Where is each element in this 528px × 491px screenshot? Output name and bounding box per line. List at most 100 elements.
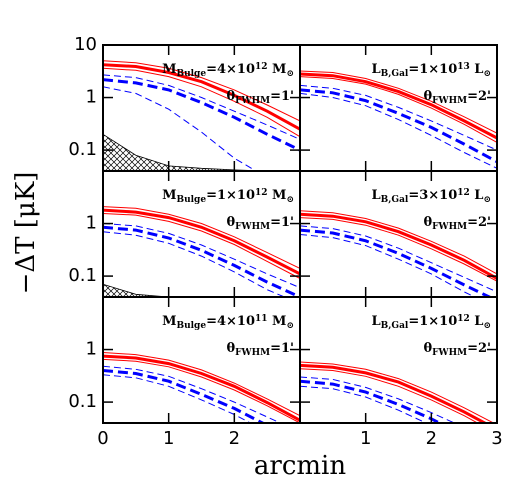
curve	[300, 234, 476, 297]
annotation-part: L	[372, 188, 381, 203]
annotation: LB,Gal=1×1012 L⊙	[372, 314, 492, 331]
annotation-part: =1'	[270, 89, 294, 104]
annotation-part: FWHM	[432, 348, 467, 358]
plot-area	[300, 361, 495, 423]
curve	[103, 223, 300, 289]
annotation-part: B,Gal	[381, 69, 409, 79]
y-tick-label: 1	[86, 87, 97, 108]
annotation-part: =1'	[270, 215, 294, 230]
curve	[300, 84, 497, 151]
annotation-part: =1×10	[206, 188, 255, 203]
x-tick-label: 1	[163, 428, 174, 449]
annotation: LB,Gal=1×1013 L⊙	[372, 62, 492, 79]
x-tick-label: 0	[97, 428, 108, 449]
curve	[300, 92, 497, 169]
panel: LB,Gal=1×1013 L⊙θFWHM=2'	[299, 44, 498, 172]
y-tick-label: 1	[86, 213, 97, 234]
y-tick-label: 0.1	[68, 139, 97, 160]
hatched-area	[103, 133, 300, 171]
annotation-part: B,Gal	[381, 321, 409, 331]
annotation-part: FWHM	[432, 96, 467, 106]
annotation-part: M	[268, 62, 287, 77]
annotation: θFWHM=2'	[423, 215, 491, 232]
annotation-part: 13	[457, 62, 470, 72]
annotation-part: FWHM	[432, 222, 467, 232]
curve	[103, 208, 300, 276]
curve	[103, 358, 300, 423]
annotation-part: =4×10	[206, 314, 255, 329]
y-axis-label: −ΔT [μK]	[11, 172, 41, 295]
annotation-part: 12	[255, 62, 268, 72]
curve	[300, 217, 497, 282]
x-tick-label: 2	[426, 428, 437, 449]
annotation-part: 11	[255, 314, 268, 324]
annotation-part: Bulge	[176, 321, 206, 331]
curve	[103, 67, 300, 138]
panel: LB,Gal=3×1012 L⊙θFWHM=2'	[299, 170, 498, 298]
annotation: θFWHM=1'	[226, 341, 294, 358]
annotation: θFWHM=2'	[423, 341, 491, 358]
plot-area	[300, 210, 497, 297]
annotation-part: 12	[255, 188, 268, 198]
annotation-part: ⊙	[483, 321, 491, 331]
curve	[300, 76, 497, 143]
annotation: MBulge=1×1012 M⊙	[162, 188, 294, 205]
annotation-part: L	[372, 62, 381, 77]
panel-frame	[299, 296, 498, 424]
annotation-part: ⊙	[286, 195, 294, 205]
annotation-part: =4×10	[206, 62, 255, 77]
annotation-part: θ	[423, 215, 432, 230]
annotation-part: FWHM	[235, 222, 270, 232]
plot-area	[300, 70, 497, 169]
annotation-part: =1×10	[408, 314, 457, 329]
curve	[300, 376, 456, 423]
annotation: MBulge=4×1011 M⊙	[162, 314, 294, 331]
annotation-part: M	[162, 314, 176, 329]
curve	[103, 352, 300, 417]
annotation-part: θ	[226, 341, 235, 356]
curve	[103, 74, 300, 140]
annotation-part: =1'	[270, 341, 294, 356]
curve	[300, 70, 497, 134]
x-tick-label: 2	[229, 428, 240, 449]
annotation: MBulge=4×1012 M⊙	[162, 62, 294, 79]
y-tick-label: 1	[86, 339, 97, 360]
curve	[300, 368, 479, 423]
annotation-part: Bulge	[176, 195, 206, 205]
annotation-part: M	[268, 314, 287, 329]
annotation-part: FWHM	[235, 96, 270, 106]
annotation-part: θ	[226, 89, 235, 104]
curve	[103, 213, 300, 279]
plot-area	[103, 352, 300, 423]
annotation-part: ⊙	[286, 321, 294, 331]
annotation-part: B,Gal	[381, 195, 409, 205]
curve	[103, 225, 300, 297]
curve	[300, 385, 428, 423]
curve	[300, 212, 497, 280]
curve	[103, 78, 300, 152]
annotation-part: θ	[423, 341, 432, 356]
curve	[300, 379, 443, 423]
curve	[103, 369, 266, 423]
annotation: θFWHM=1'	[226, 89, 294, 106]
x-tick-label: 3	[491, 428, 502, 449]
curve	[103, 374, 252, 423]
annotation: LB,Gal=3×1012 L⊙	[372, 188, 492, 205]
annotation-part: M	[268, 188, 287, 203]
curve	[103, 63, 300, 131]
annotation-part: θ	[226, 215, 235, 230]
curve	[103, 231, 286, 297]
curve	[103, 206, 300, 269]
curve	[300, 72, 497, 140]
y-tick-label: 0.1	[68, 391, 97, 412]
annotation-part: ⊙	[483, 195, 491, 205]
annotation-part: ⊙	[286, 69, 294, 79]
annotation-part: 12	[457, 188, 470, 198]
annotation-part: =2'	[467, 215, 491, 230]
annotation-part: =3×10	[408, 188, 457, 203]
annotation-part: =2'	[467, 341, 491, 356]
